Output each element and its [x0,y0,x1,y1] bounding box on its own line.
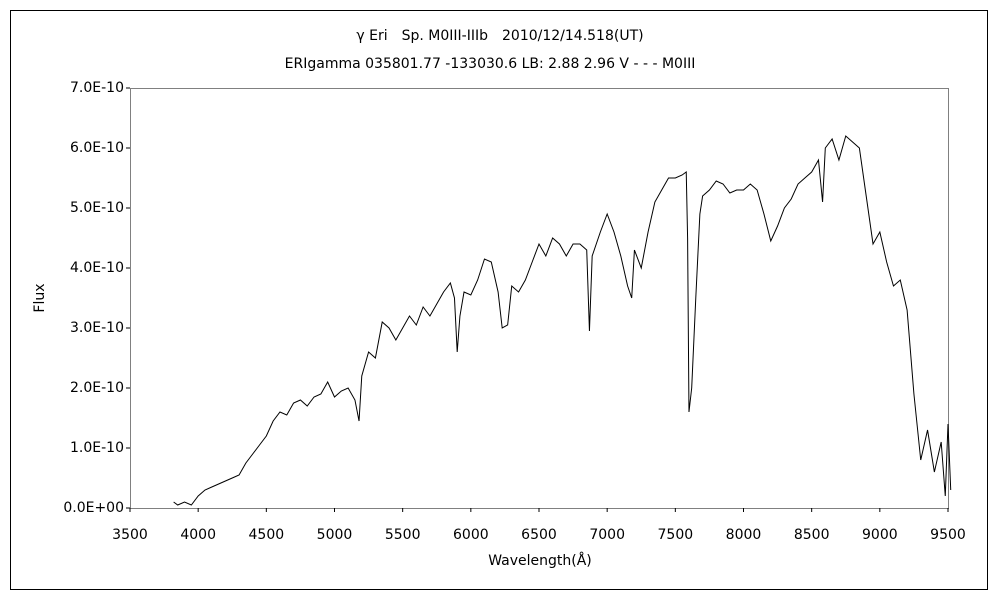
x-tick-label: 6500 [521,527,557,543]
x-tick-label: 8000 [726,527,762,543]
y-tick-label: 2.0E-10 [70,380,124,396]
y-tick-label: 0.0E+00 [63,500,124,516]
spectrum-line [173,135,952,506]
x-tick-label: 6000 [453,527,489,543]
y-tick-label: 6.0E-10 [70,140,124,156]
x-tick-label: 5000 [317,527,353,543]
y-tick-label: 5.0E-10 [70,200,124,216]
y-tick-label: 4.0E-10 [70,260,124,276]
x-tick-label: 9500 [930,527,966,543]
x-tick-label: 8500 [794,527,830,543]
x-axis-label: Wavelength(Å) [488,552,592,569]
y-tick-label: 7.0E-10 [70,80,124,96]
x-tick-label: 5500 [385,527,421,543]
chart-subtitle: ERIgamma 035801.77 -133030.6 LB: 2.88 2.… [285,56,696,72]
x-tick-label: 7000 [589,527,625,543]
x-tick-label: 9000 [862,527,898,543]
y-tick-label: 3.0E-10 [70,320,124,336]
plot-area [130,88,949,509]
chart-title: γ Eri Sp. M0III-IIIb 2010/12/14.518(UT) [356,28,643,44]
x-tick-label: 4500 [249,527,285,543]
x-tick-label: 7500 [658,527,694,543]
y-axis-label: Flux [32,283,48,312]
x-tick-label: 4000 [180,527,216,543]
chart-frame [10,10,988,590]
y-tick-label: 1.0E-10 [70,440,124,456]
x-tick-label: 3500 [112,527,148,543]
